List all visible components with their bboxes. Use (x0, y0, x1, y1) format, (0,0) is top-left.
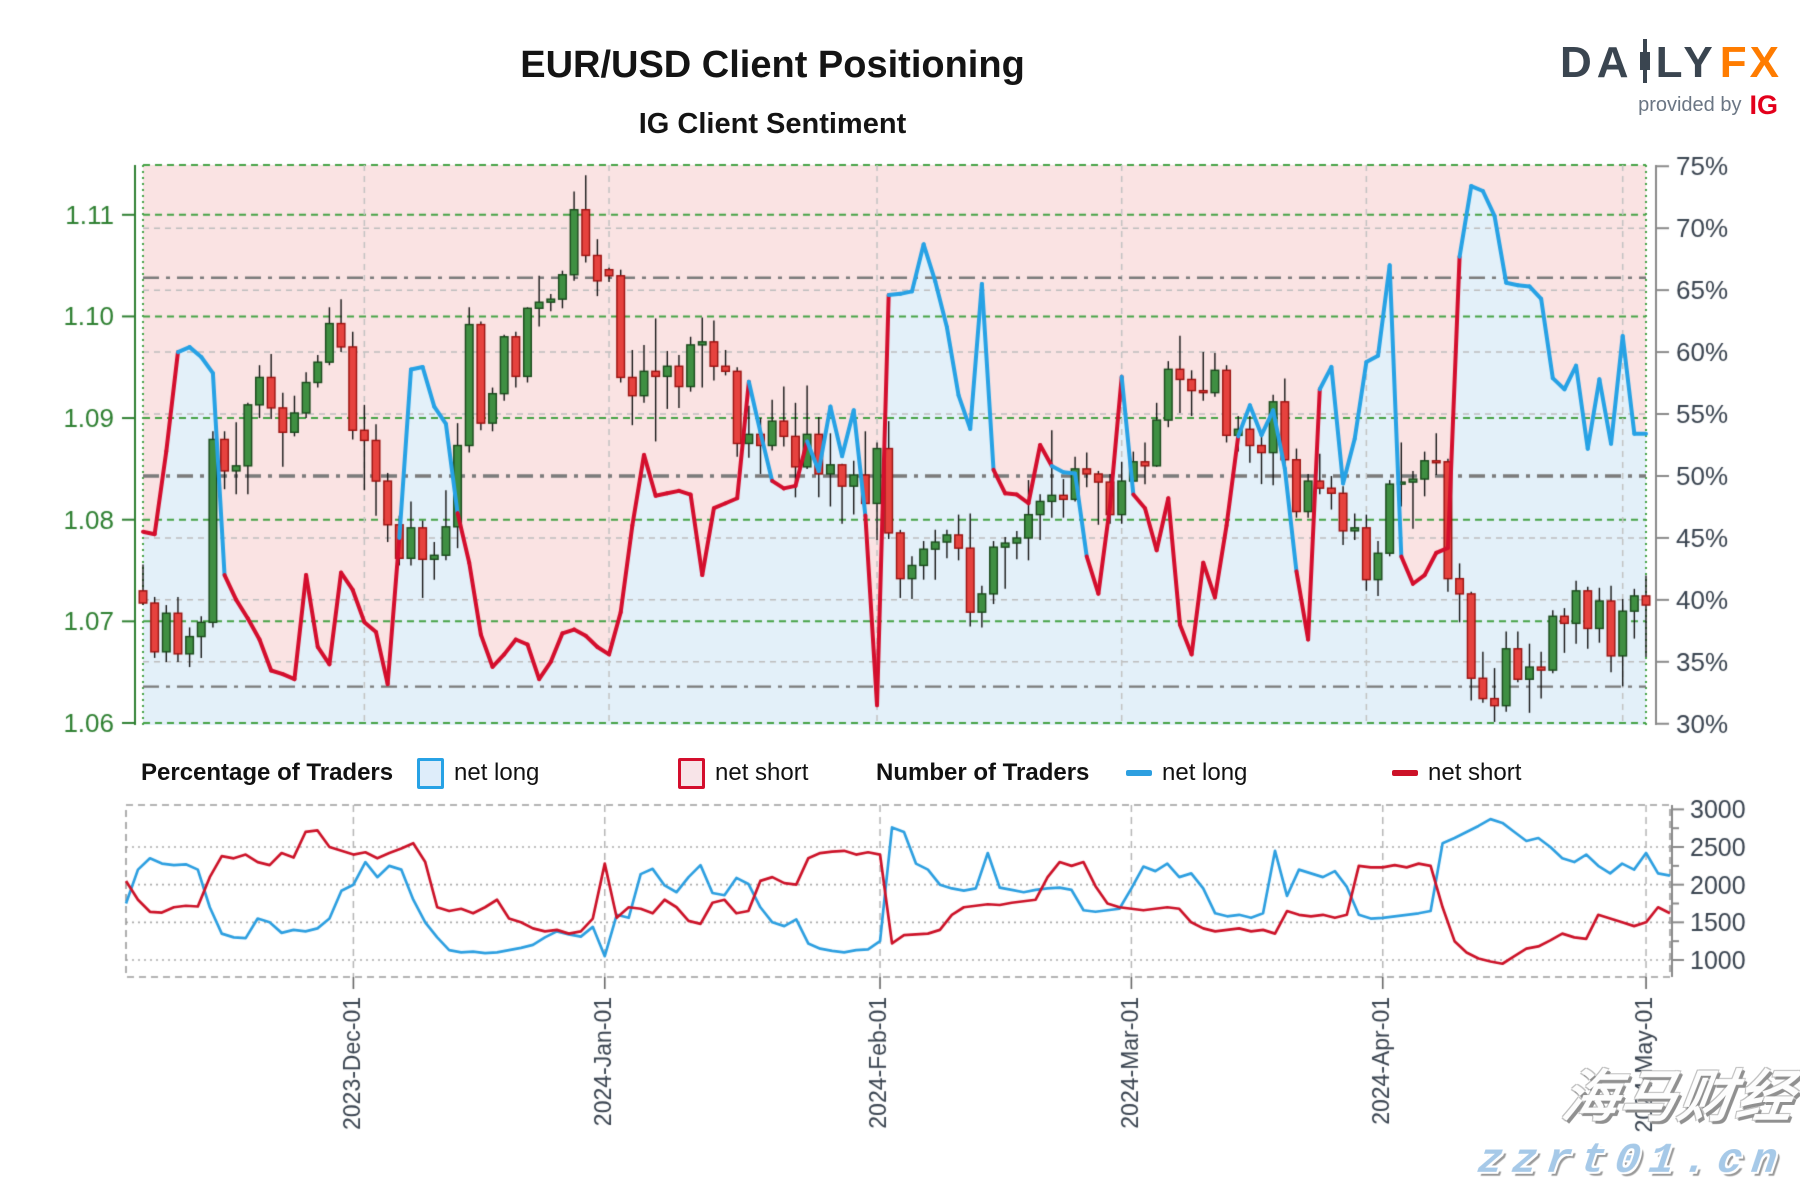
legend-count-net-long: net long (1126, 752, 1247, 794)
legend-count-net-short: net short (1392, 752, 1521, 794)
chart-legend: Percentage of Traders net long net short… (0, 752, 1800, 794)
net-long-label: net long (454, 759, 540, 786)
legend-percentage-title: Percentage of Traders (141, 759, 394, 786)
watermark: 海马财经 zzrt01.cn (1475, 1052, 1800, 1185)
net-long-count-label: net long (1162, 759, 1248, 786)
net-long-dash-swatch (1126, 770, 1152, 776)
net-short-count-label: net short (1428, 759, 1522, 786)
watermark-url: zzrt01.cn (1474, 1137, 1790, 1185)
net-short-label: net short (715, 759, 809, 786)
legend-number-title: Number of Traders (876, 759, 1090, 786)
legend-pct-net-long: net long (417, 752, 539, 794)
net-short-box-swatch (678, 757, 705, 789)
net-short-dash-swatch (1392, 770, 1418, 776)
net-long-box-swatch (417, 757, 444, 789)
watermark-chinese: 海马财经 (1558, 1065, 1800, 1128)
legend-pct-net-short: net short (678, 752, 808, 794)
